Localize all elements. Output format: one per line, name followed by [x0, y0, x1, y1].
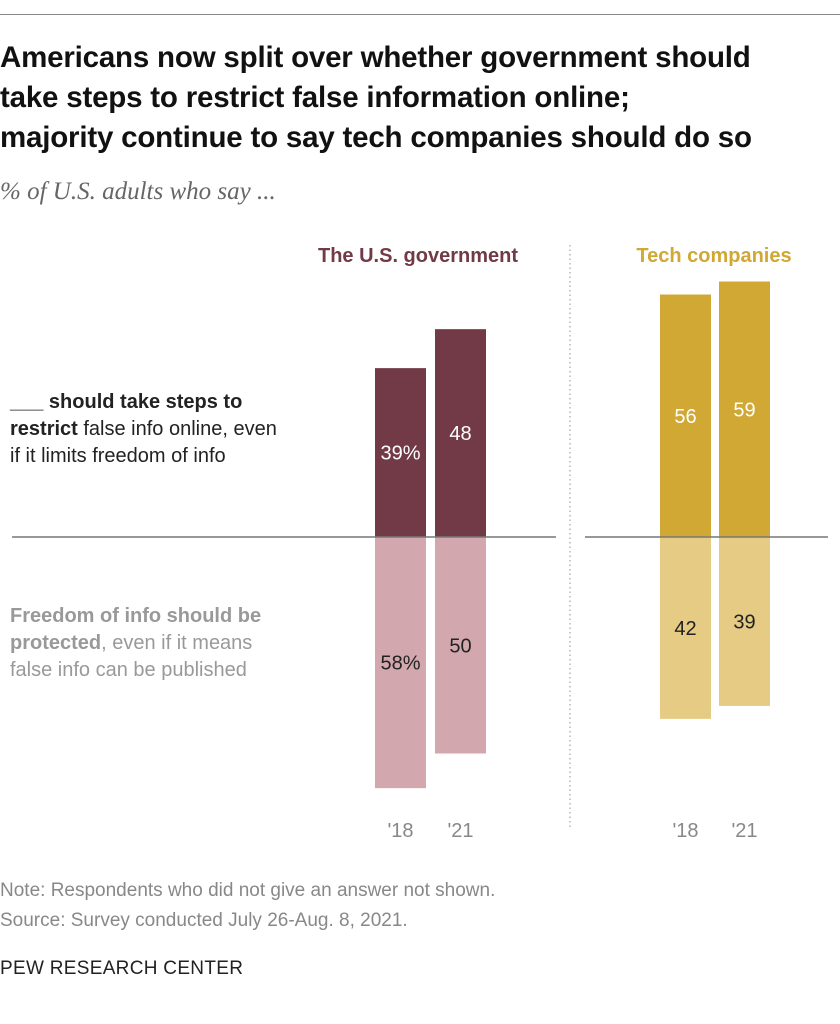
note: Note: Respondents who did not give an an… [0, 880, 496, 901]
bar-restrict [660, 294, 711, 537]
data-label-restrict: 39% [380, 443, 420, 465]
title-line: Americans now split over whether governm… [0, 41, 751, 74]
data-label-protect: 58% [380, 653, 420, 675]
legend-restrict: ___ should take steps to restrict false … [10, 389, 277, 470]
chart-title: Americans now split over whether governm… [0, 38, 840, 158]
x-tick-label: '21 [731, 820, 757, 842]
x-tick-label: '18 [672, 820, 698, 842]
source: Source: Survey conducted July 26-Aug. 8,… [0, 910, 408, 931]
title-line: take steps to restrict false information… [0, 81, 630, 114]
legend-protect: Freedom of info should be protected, eve… [10, 603, 261, 684]
label-text: if it limits freedom of info [10, 445, 226, 467]
bar-restrict [719, 281, 770, 537]
top-rule [0, 14, 840, 15]
panel-title: Tech companies [636, 245, 791, 267]
data-label-restrict: 59 [733, 399, 755, 421]
chart-subtitle: % of U.S. adults who say ... [0, 178, 276, 205]
data-label-protect: 50 [449, 635, 471, 657]
label-text: false info can be published [10, 659, 247, 681]
label-bold: protected [10, 632, 102, 654]
panel-title: The U.S. government [318, 245, 518, 267]
bar-protect [375, 537, 426, 789]
label-text: false info online, even [77, 418, 277, 440]
x-tick-label: '18 [387, 820, 413, 842]
bar-protect [660, 537, 711, 719]
label-bold: should take steps to [43, 391, 243, 413]
bar-restrict [435, 329, 486, 537]
label-text: , even if it means [101, 632, 253, 654]
bar-protect [435, 537, 486, 754]
title-line: majority continue to say tech companies … [0, 121, 752, 154]
data-label-restrict: 56 [674, 406, 696, 428]
data-label-protect: 39 [733, 611, 755, 633]
organization: PEW RESEARCH CENTER [0, 958, 244, 979]
bar-restrict [375, 368, 426, 537]
blank: ___ [10, 391, 44, 413]
data-label-restrict: 48 [449, 423, 471, 445]
data-label-protect: 42 [674, 618, 696, 640]
bar-protect [719, 537, 770, 706]
label-bold: Freedom of info should be [10, 605, 262, 627]
x-tick-label: '21 [447, 820, 473, 842]
label-bold: restrict [10, 418, 78, 440]
